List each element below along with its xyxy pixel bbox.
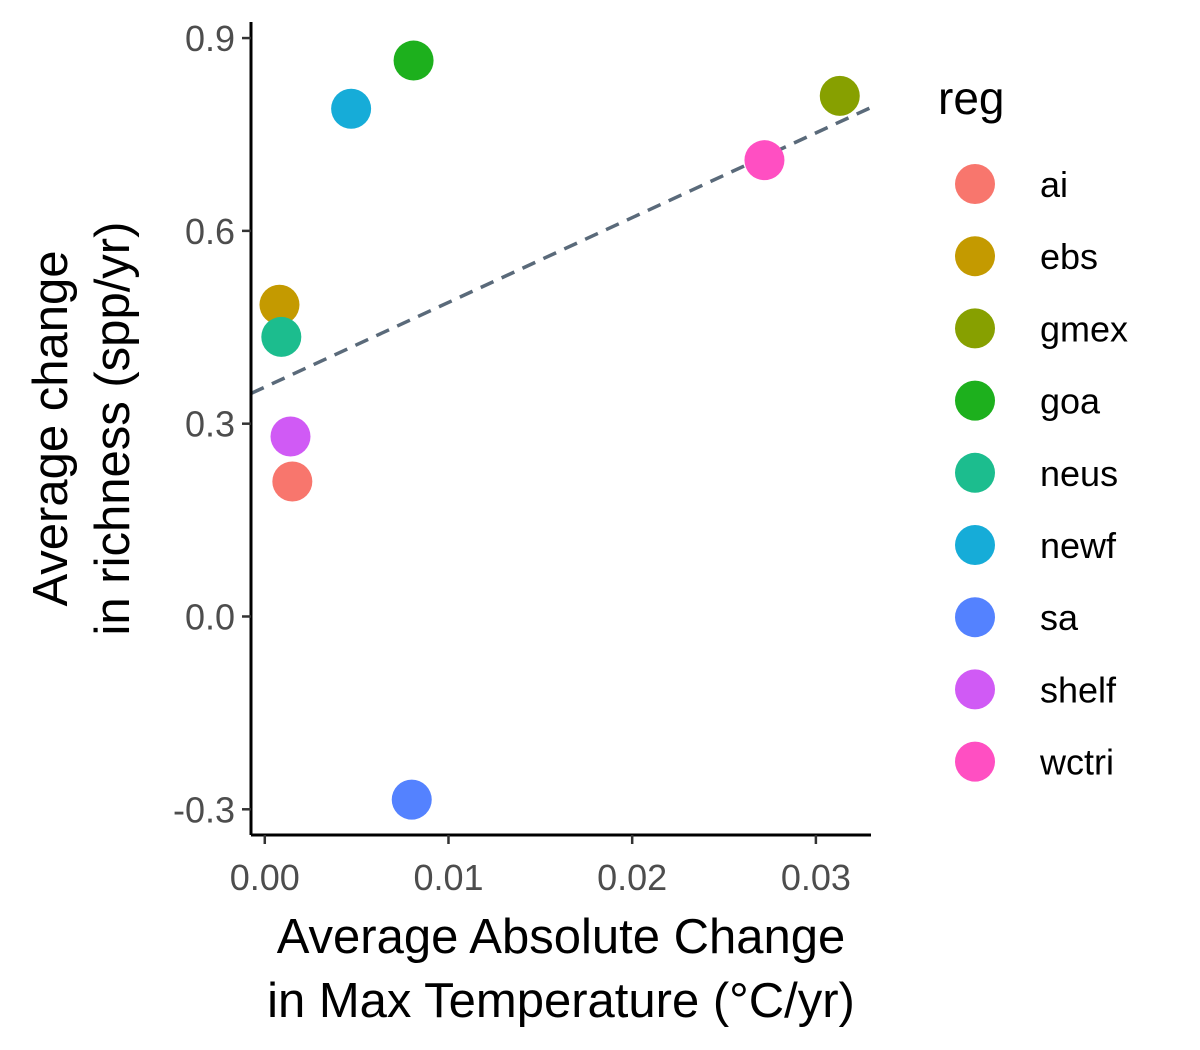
legend-key-neus: [955, 452, 995, 493]
legend-key-shelf: [955, 669, 995, 710]
point-ai: [272, 461, 313, 502]
y-tick-label: 0.6: [185, 211, 235, 252]
legend-label-newf: newf: [1040, 525, 1117, 566]
point-wctri: [744, 140, 785, 181]
legend-title: reg: [938, 72, 1004, 124]
legend-key-newf: [955, 525, 995, 565]
y-tick-label: 0.9: [185, 18, 235, 59]
legend-label-goa: goa: [1040, 381, 1101, 422]
x-axis-title-line: Average Absolute Change: [277, 910, 845, 964]
legend-label-gmex: gmex: [1040, 308, 1128, 349]
legend-label-wctri: wctri: [1039, 742, 1114, 783]
legend-label-shelf: shelf: [1040, 669, 1117, 710]
legend-key-goa: [955, 380, 995, 421]
point-neus: [261, 316, 302, 357]
point-newf: [331, 88, 372, 129]
point-sa: [391, 779, 432, 820]
x-tick-label: 0.02: [597, 857, 667, 898]
x-tick-label: 0.03: [781, 857, 851, 898]
y-tick-label: 0.3: [185, 404, 235, 445]
legend-key-gmex: [955, 308, 995, 349]
legend-label-neus: neus: [1040, 453, 1118, 494]
legend-label-sa: sa: [1040, 597, 1079, 638]
x-axis-title-line: in Max Temperature (°C/yr): [267, 974, 855, 1028]
y-axis-title-line: Average change: [24, 251, 78, 607]
y-tick-label: 0.0: [185, 596, 235, 637]
point-goa: [393, 40, 434, 81]
y-tick-label: -0.3: [173, 789, 235, 830]
axes: -0.3 0.0 0.3 0.6 0.9 0.00 0.01 0.02 0.03 Average …: [24, 18, 871, 1028]
legend-label-ai: ai: [1040, 164, 1068, 205]
point-ebs: [259, 284, 300, 325]
legend-key-sa: [955, 597, 995, 638]
point-gmex: [819, 75, 860, 116]
x-tick-label: 0.00: [230, 857, 300, 898]
plot-area: [251, 40, 871, 820]
legend-key-ebs: [955, 236, 995, 277]
legend-label-ebs: ebs: [1040, 236, 1098, 277]
legend-key-ai: [955, 164, 995, 204]
x-tick-label: 0.01: [413, 857, 483, 898]
point-shelf: [270, 416, 311, 457]
legend-key-wctri: [955, 741, 995, 782]
y-axis-title-line: in richness (spp/yr): [86, 222, 140, 636]
